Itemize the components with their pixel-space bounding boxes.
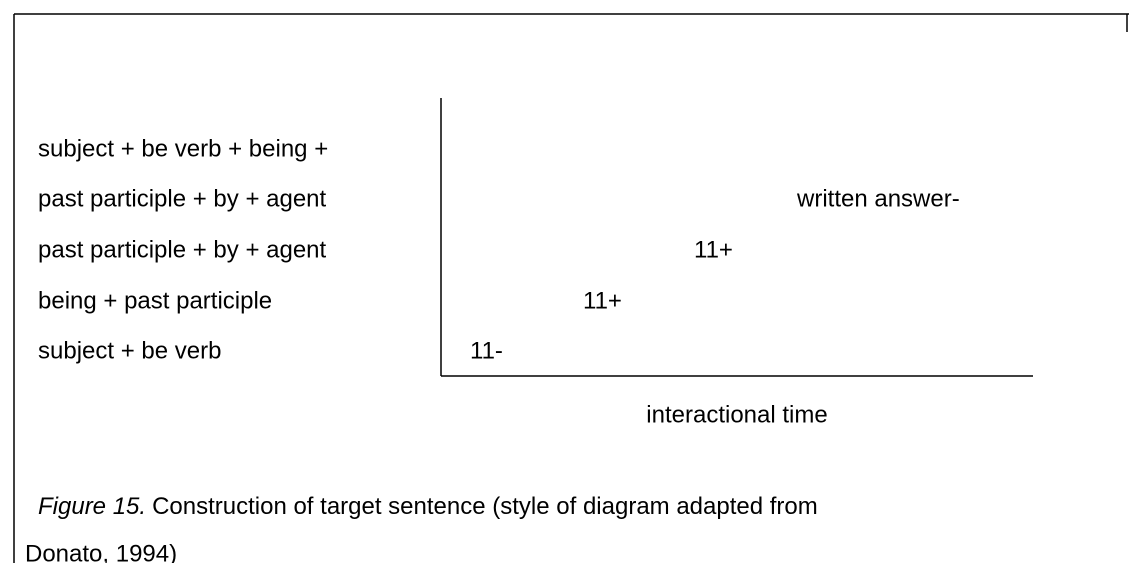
row-label: subject + be verb xyxy=(38,337,221,364)
row-label: past participle + by + agent xyxy=(38,185,327,212)
row-entry: 11+ xyxy=(583,287,622,314)
caption: Figure 15. Construction of target sentenc… xyxy=(38,493,818,520)
row-label: being + past participle xyxy=(38,287,272,314)
caption-text: Construction of target sentence (style o… xyxy=(152,493,818,520)
row-entry: 11- xyxy=(470,337,503,364)
row-entry: written answer- xyxy=(796,185,960,212)
row-entry: 11+ xyxy=(694,236,733,263)
row-label: past participle + by + agent xyxy=(38,236,327,263)
x-axis-label: interactional time xyxy=(646,401,827,428)
caption-label: Figure 15. xyxy=(38,493,146,520)
row-label: subject + be verb + being + xyxy=(38,135,328,162)
caption-line: Donato, 1994) xyxy=(25,540,177,563)
